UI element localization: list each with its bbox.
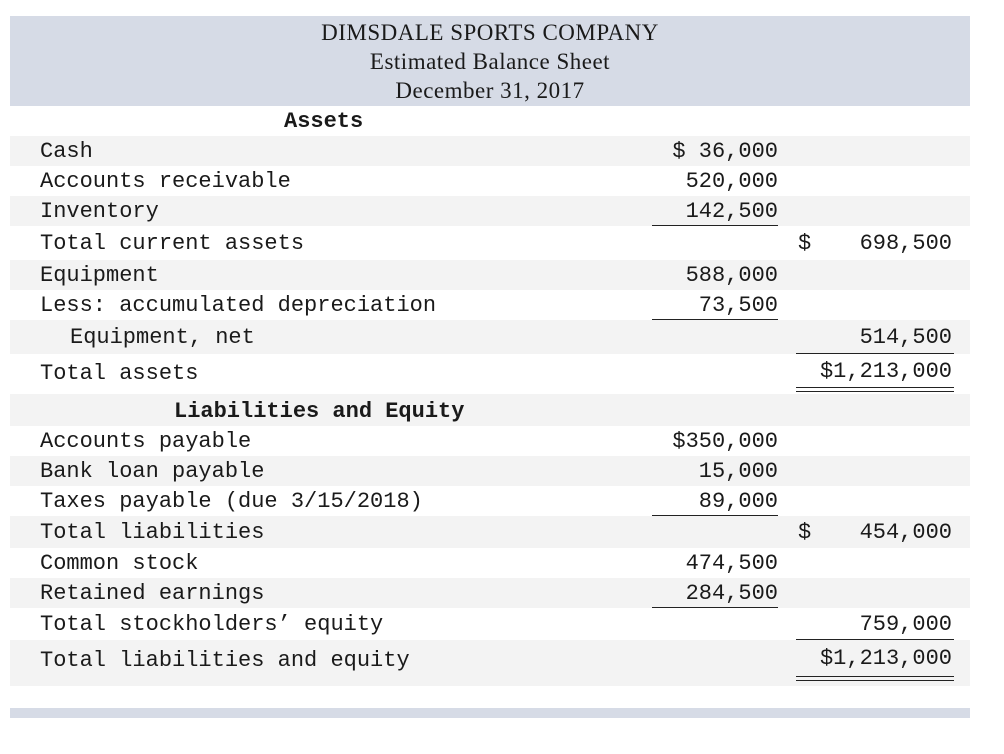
common-stock-amount: 474,500 xyxy=(685,551,778,576)
total-liab-equity-amount: $1,213,000 xyxy=(819,646,952,671)
equipment-net-amount: 514,500 xyxy=(859,325,952,350)
cash-amount: $ 36,000 xyxy=(672,139,778,164)
subtotal-underline xyxy=(652,225,778,226)
inventory-row: Inventory 142,500 xyxy=(10,196,970,226)
accounts-receivable-row: Accounts receivable 520,000 xyxy=(10,166,970,196)
total-current-assets-row: Total current assets $ 698,500 xyxy=(10,226,970,260)
bank-loan-amount: 15,000 xyxy=(698,459,778,484)
equipment-row: Equipment 588,000 xyxy=(10,260,970,290)
accounts-payable-row: Accounts payable $350,000 xyxy=(10,426,970,456)
subtotal-underline xyxy=(652,607,778,608)
total-liabilities-dollar: $ xyxy=(798,520,812,545)
total-liabilities-amount: 454,000 xyxy=(859,520,952,545)
equipment-net-row: Equipment, net 514,500 xyxy=(10,320,970,354)
company-name: DIMSDALE SPORTS COMPANY xyxy=(321,20,659,45)
bank-loan-label: Bank loan payable xyxy=(40,459,265,484)
accum-depr-label: Less: accumulated depreciation xyxy=(40,293,437,318)
inventory-amount: 142,500 xyxy=(685,199,778,224)
total-liab-equity-row: Total liabilities and equity $1,213,000 xyxy=(10,640,970,686)
statement-title: Estimated Balance Sheet xyxy=(369,49,611,74)
double-underline xyxy=(796,676,954,681)
accounts-receivable-label: Accounts receivable xyxy=(40,169,291,194)
total-underline xyxy=(796,353,954,354)
accounts-payable-label: Accounts payable xyxy=(40,429,252,454)
equipment-net-label: Equipment, net xyxy=(70,325,255,350)
cash-label: Cash xyxy=(40,139,93,164)
bank-loan-row: Bank loan payable 15,000 xyxy=(10,456,970,486)
liabilities-heading: Liabilities and Equity xyxy=(174,399,465,424)
total-liab-equity-label: Total liabilities and equity xyxy=(40,648,410,673)
statement-date: December 31, 2017 xyxy=(395,78,585,103)
liabilities-heading-row: Liabilities and Equity xyxy=(10,394,970,426)
taxes-payable-amount: 89,000 xyxy=(698,489,778,514)
assets-heading-row: Assets xyxy=(10,106,970,136)
assets-heading: Assets xyxy=(284,109,364,134)
total-underline xyxy=(796,639,954,640)
total-current-assets-amount: 698,500 xyxy=(859,231,952,256)
equipment-amount: 588,000 xyxy=(685,263,778,288)
total-equity-row: Total stockholders’ equity 759,000 xyxy=(10,608,970,640)
total-equity-amount: 759,000 xyxy=(859,612,952,637)
total-assets-label: Total assets xyxy=(40,361,199,386)
total-assets-row: Total assets $1,213,000 xyxy=(10,354,970,394)
retained-earnings-amount: 284,500 xyxy=(685,581,778,606)
total-equity-label: Total stockholders’ equity xyxy=(40,612,384,637)
balance-sheet-table: Assets Cash $ 36,000 Accounts receivable… xyxy=(10,106,970,686)
inventory-label: Inventory xyxy=(40,199,159,224)
subtotal-underline xyxy=(652,319,778,320)
subtotal-underline xyxy=(652,515,778,516)
double-underline xyxy=(796,387,954,392)
accounts-receivable-amount: 520,000 xyxy=(685,169,778,194)
accounts-payable-amount: $350,000 xyxy=(672,429,778,454)
common-stock-row: Common stock 474,500 xyxy=(10,548,970,578)
footer-bar xyxy=(10,708,970,718)
equipment-label: Equipment xyxy=(40,263,159,288)
accum-depr-amount: 73,500 xyxy=(698,293,778,318)
total-current-assets-dollar: $ xyxy=(798,231,812,256)
cash-row: Cash $ 36,000 xyxy=(10,136,970,166)
retained-earnings-row: Retained earnings 284,500 xyxy=(10,578,970,608)
statement-header: DIMSDALE SPORTS COMPANY Estimated Balanc… xyxy=(10,16,970,106)
total-liabilities-label: Total liabilities xyxy=(40,520,265,545)
common-stock-label: Common stock xyxy=(40,551,199,576)
total-liabilities-row: Total liabilities $ 454,000 xyxy=(10,516,970,548)
total-assets-amount: $1,213,000 xyxy=(819,359,952,384)
taxes-payable-label: Taxes payable (due 3/15/2018) xyxy=(40,489,423,514)
total-current-assets-label: Total current assets xyxy=(40,231,305,256)
retained-earnings-label: Retained earnings xyxy=(40,581,265,606)
accum-depr-row: Less: accumulated depreciation 73,500 xyxy=(10,290,970,320)
taxes-payable-row: Taxes payable (due 3/15/2018) 89,000 xyxy=(10,486,970,516)
